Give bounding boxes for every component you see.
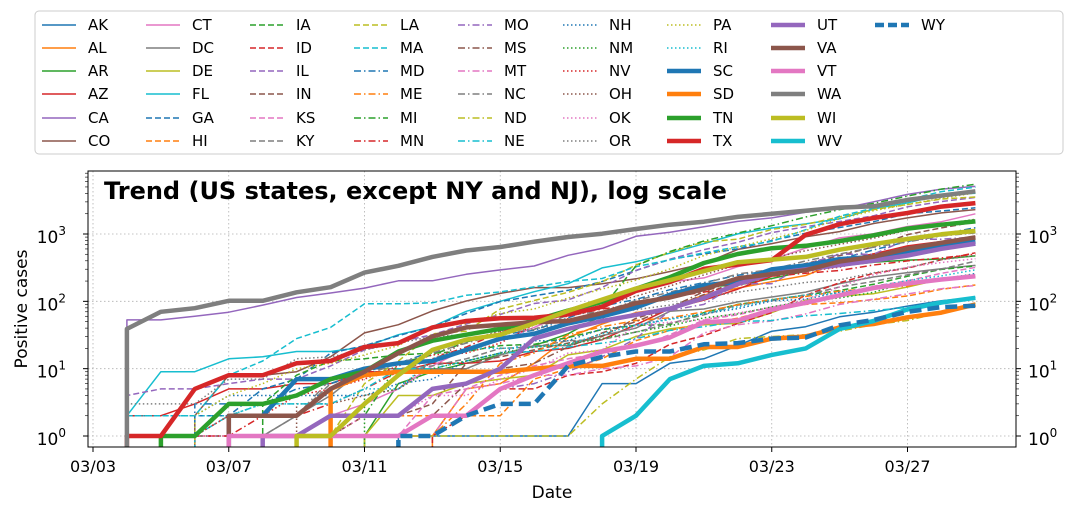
legend-label: NC (504, 85, 526, 103)
series-line-ri (126, 269, 976, 447)
legend-label: MS (504, 39, 526, 57)
legend: AK AL AR AZ CA CO CT DC DE FL GA HI IA ID IL IN KS KY LA MA… (34, 10, 1064, 155)
x-axis-label: Date (532, 483, 573, 503)
legend-label: MD (400, 62, 425, 80)
series-line-pa (194, 192, 976, 447)
series-line-va (226, 235, 976, 447)
legend-label: CA (88, 109, 109, 127)
legend-label: VT (817, 62, 837, 80)
legend-label: NV (609, 62, 631, 80)
legend-label: KS (296, 109, 315, 127)
x-tick-label: 03/03 (70, 457, 116, 476)
legend-label: PA (713, 16, 732, 34)
legend-label: CO (88, 132, 110, 150)
legend-label: LA (400, 16, 420, 34)
legend-label: VA (817, 39, 837, 57)
legend-label: OK (609, 109, 632, 127)
legend-label: MT (504, 62, 527, 80)
series-line-ga (126, 207, 976, 447)
series-line-mi (329, 183, 976, 447)
series-line-nm (363, 275, 976, 447)
legend-label: FL (192, 85, 210, 103)
legend-label: NE (504, 132, 525, 150)
legend-label: KY (296, 132, 315, 150)
legend-label: MN (400, 132, 424, 150)
legend-label: ID (296, 39, 312, 57)
legend-label: WY (921, 16, 946, 34)
axes: 03/03 03/07 03/11 03/15 03/19 03/23 03/27 100 10… (37, 172, 1057, 476)
series-line-ne (194, 298, 976, 447)
series-lines (124, 183, 976, 447)
chart-title: Trend (US states, except NY and NJ), log… (104, 177, 727, 205)
legend-label: OH (609, 85, 632, 103)
x-tick-label: 03/27 (884, 457, 930, 476)
series-line-tx (124, 200, 976, 447)
legend-label: GA (192, 109, 215, 127)
right-y-tick-label: 100 (1028, 426, 1057, 450)
legend-label: ME (400, 85, 422, 103)
legend-label: AZ (88, 85, 109, 103)
legend-label: NM (609, 39, 633, 57)
left-y-tick-label: 101 (37, 359, 66, 383)
x-tick-label: 03/15 (477, 457, 523, 476)
left-y-tick-label: 102 (37, 291, 66, 315)
legend-label: UT (817, 16, 838, 34)
legend-frame (34, 10, 1064, 155)
right-y-tick-label: 102 (1028, 291, 1057, 315)
legend-label: MO (504, 16, 529, 34)
legend-label: IL (296, 62, 309, 80)
legend-label: SC (713, 62, 733, 80)
legend-label: WA (817, 85, 842, 103)
legend-label: TN (712, 109, 733, 127)
series-line-co (194, 208, 976, 447)
series-line-la (295, 196, 976, 447)
plot-frame (87, 170, 1017, 448)
legend-label: TX (712, 132, 732, 150)
legend-label: DC (192, 39, 214, 57)
legend-label: AR (88, 62, 109, 80)
legend-label: NH (609, 16, 632, 34)
left-y-tick-label: 100 (37, 426, 66, 450)
series-line-ma (126, 186, 976, 447)
legend-label: WV (817, 132, 843, 150)
series-line-wv (599, 295, 976, 447)
legend-label: WI (817, 109, 836, 127)
legend-label: DE (192, 62, 213, 80)
y-axis-label: Positive cases (12, 249, 32, 368)
series-line-wa (124, 189, 976, 447)
series-line-ok (194, 257, 976, 447)
legend-label: MA (400, 39, 424, 57)
plot-area: 03/03 03/07 03/11 03/15 03/19 03/23 03/27 100 10… (12, 170, 1057, 503)
series-line-de (363, 275, 976, 447)
legend-label: OR (609, 132, 631, 150)
x-tick-label: 03/19 (613, 457, 659, 476)
legend-label: HI (192, 132, 208, 150)
legend-label: AK (88, 16, 109, 34)
series-line-il (126, 196, 976, 447)
series-line-dc (228, 264, 976, 447)
series-line-or (126, 254, 976, 447)
x-tick-label: 03/23 (749, 457, 795, 476)
legend-label: IN (296, 85, 312, 103)
series-line-wi (294, 228, 976, 447)
series-line-wy (396, 303, 976, 447)
left-y-tick-label: 103 (37, 224, 66, 248)
legend-label: MI (400, 109, 417, 127)
legend-label: SD (713, 85, 734, 103)
x-tick-label: 03/11 (341, 457, 387, 476)
right-y-tick-label: 103 (1028, 224, 1057, 248)
legend-label: IA (296, 16, 311, 34)
right-y-tick-label: 101 (1028, 359, 1057, 383)
legend-label: ND (504, 109, 527, 127)
legend-label: AL (88, 39, 107, 57)
legend-label: CT (192, 16, 212, 34)
legend-label: RI (713, 39, 728, 57)
x-tick-label: 03/07 (206, 457, 252, 476)
